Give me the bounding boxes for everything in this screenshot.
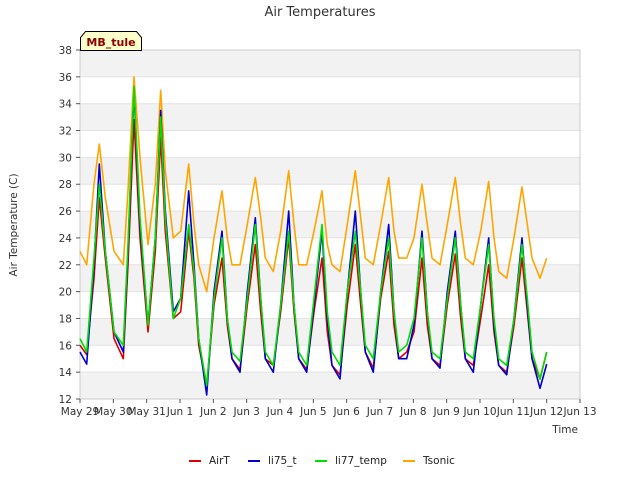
grid-band (80, 211, 580, 238)
y-tick-label: 16 (59, 340, 73, 352)
y-tick-label: 18 (59, 313, 72, 325)
x-tick-label: May 29 (61, 406, 99, 418)
x-tick-label: Jun 13 (562, 406, 596, 418)
x-tick-label: May 31 (127, 406, 165, 418)
grid-band (80, 50, 580, 77)
y-tick-label: 20 (59, 287, 72, 299)
grid-band (80, 264, 580, 292)
x-tick-label: Jun 12 (529, 406, 563, 418)
station-badge: MB_tule (80, 31, 142, 51)
series-line-li77-temp (79, 85, 548, 387)
y-tick-label: 26 (59, 206, 73, 218)
x-axis-label: Time (551, 424, 578, 436)
y-tick-label: 28 (59, 179, 72, 191)
legend-label: li77_temp (335, 455, 387, 467)
x-tick-label: Jun 4 (266, 406, 294, 418)
y-tick-label: 14 (59, 367, 73, 379)
x-tick-label: Jun 7 (366, 406, 393, 418)
y-tick-label: 38 (59, 45, 72, 57)
x-tick-label: Jun 10 (462, 406, 496, 418)
grid-bands (80, 49, 580, 400)
y-tick-label: 32 (59, 126, 72, 138)
y-tick-label: 36 (59, 72, 73, 84)
x-tick-label: Jun 5 (299, 406, 326, 418)
x-tick-label: Jun 6 (332, 406, 360, 418)
legend: AirT li75_t li77_temp Tsonic (189, 455, 455, 467)
x-tick-label: Jun 3 (232, 406, 259, 418)
x-tick-label: Jun 1 (166, 406, 193, 418)
y-tick-label: 24 (59, 233, 73, 245)
series-line-tsonic (79, 76, 548, 293)
series-layer (79, 76, 548, 396)
x-tick-label: Jun 8 (399, 406, 426, 418)
y-tick-label: 22 (59, 260, 72, 272)
y-axis-ticks: 12 14 16 18 20 22 24 26 28 30 32 34 36 38 (59, 45, 80, 406)
grid-band (80, 76, 580, 104)
y-tick-label: 34 (59, 99, 73, 111)
grid-band (80, 103, 580, 131)
chart-title: Air Temperatures (264, 5, 375, 20)
station-badge-label: MB_tule (86, 36, 135, 49)
y-tick-label: 30 (59, 152, 72, 164)
plot-frame (79, 49, 581, 400)
legend-label: li75_t (268, 455, 297, 467)
grid-band (80, 291, 580, 319)
x-tick-label: Jun 11 (496, 406, 530, 418)
grid-band (80, 130, 580, 158)
y-axis-label: Air Temperature (C) (8, 173, 20, 276)
legend-label: Tsonic (422, 455, 455, 467)
grid-band (80, 372, 580, 399)
x-tick-label: Jun 2 (199, 406, 226, 418)
x-tick-label: May 30 (94, 406, 132, 418)
legend-label: AirT (209, 455, 230, 467)
x-tick-label: Jun 9 (432, 406, 459, 418)
y-tick-label: 12 (59, 394, 72, 406)
